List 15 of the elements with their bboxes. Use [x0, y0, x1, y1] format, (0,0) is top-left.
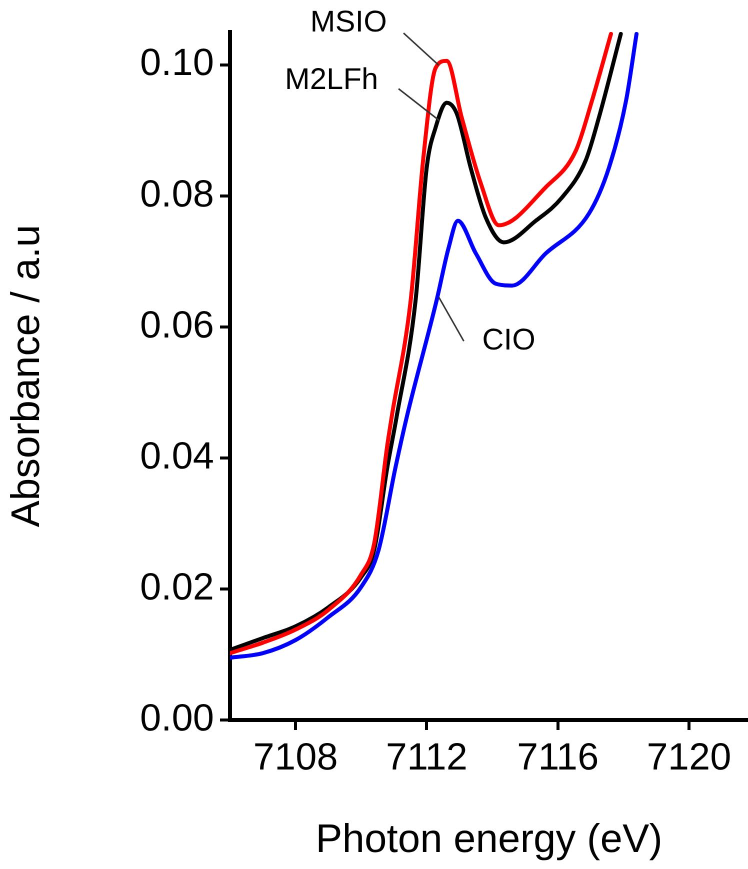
- y-tick-label: 0.04: [140, 435, 214, 478]
- annotation: CIO: [482, 323, 536, 356]
- x-tick-label: 7120: [646, 736, 732, 778]
- y-tick-label: 0.08: [140, 173, 214, 216]
- annotation: MSIO: [310, 5, 387, 38]
- y-tick-label: 0.02: [140, 566, 214, 608]
- x-tick-label: 7112: [386, 736, 468, 778]
- y-tick-label: 0.10: [140, 42, 214, 84]
- y-axis-title: Absorbance / a.u: [4, 224, 48, 528]
- annotation: M2LFh: [284, 63, 378, 96]
- x-axis-title: Photon energy (eV): [316, 817, 662, 862]
- x-tick-label: 7116: [516, 736, 599, 778]
- y-tick-label: 0.06: [140, 304, 214, 346]
- y-tick-label: 0.00: [140, 697, 214, 740]
- x-tick-label: 7108: [253, 736, 338, 778]
